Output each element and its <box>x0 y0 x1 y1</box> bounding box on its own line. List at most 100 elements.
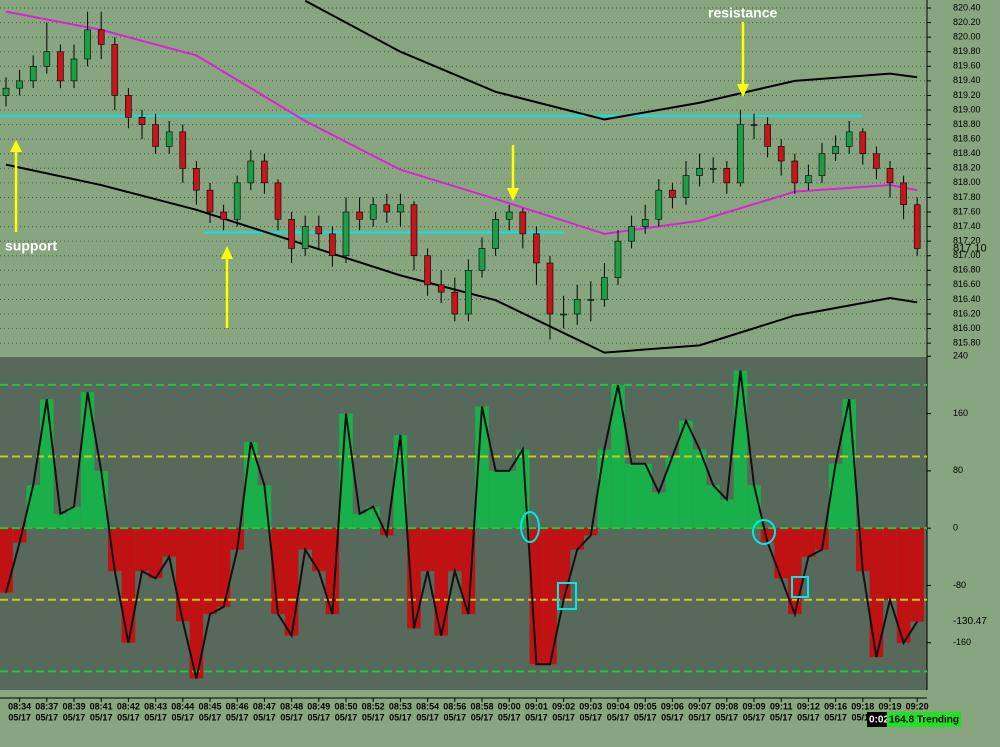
x-tick-label: 08:45 <box>198 701 221 711</box>
x-tick-date: 05/17 <box>824 712 847 722</box>
y-tick-label: 817.80 <box>953 192 981 202</box>
x-tick-date: 05/17 <box>552 712 575 722</box>
cci-bar <box>352 513 367 529</box>
x-tick-date: 05/17 <box>280 712 303 722</box>
cci-bar <box>624 463 639 529</box>
candle-body <box>655 189 663 220</box>
candle-body <box>247 160 255 184</box>
moving-average <box>304 0 918 121</box>
y-tick-label: 818.80 <box>953 119 981 129</box>
y-tick-label: -80 <box>953 580 966 590</box>
moving-average <box>5 10 918 235</box>
x-tick-date: 05/17 <box>498 712 521 722</box>
cci-bar <box>135 528 149 572</box>
candle-body <box>777 146 785 162</box>
x-tick-label: 09:00 <box>498 701 521 711</box>
candle-body <box>84 29 91 60</box>
cci-bar <box>94 470 108 529</box>
x-tick-date: 05/17 <box>416 712 439 722</box>
y-tick-label: 817.60 <box>953 206 981 216</box>
candle-body <box>737 124 744 184</box>
arrow-head <box>221 246 233 259</box>
candle-body <box>397 204 404 213</box>
x-tick-label: 09:01 <box>525 701 548 711</box>
cci-bar <box>298 528 312 550</box>
x-tick-label: 09:07 <box>688 701 711 711</box>
candle-body <box>29 66 37 82</box>
candle-body <box>410 204 418 257</box>
y-tick-label: 820.00 <box>953 32 981 42</box>
y-tick-label: 817.00 <box>953 250 981 260</box>
y-tick-label: 816.20 <box>953 308 981 318</box>
x-tick-date: 05/17 <box>226 712 249 722</box>
cci-bar <box>720 499 734 529</box>
x-tick-date: 05/17 <box>172 712 195 722</box>
y-tick-label: 818.20 <box>953 163 981 173</box>
x-tick-label: 08:37 <box>35 701 58 711</box>
candle-body <box>886 168 894 184</box>
candle-body <box>465 269 472 315</box>
candle-body <box>437 284 445 293</box>
x-tick-label: 09:06 <box>661 701 684 711</box>
cci-bar <box>448 528 462 572</box>
cci-bar <box>0 528 13 593</box>
x-tick-label: 09:12 <box>797 701 820 711</box>
cci-bar <box>121 528 136 643</box>
cci-bar <box>80 392 95 529</box>
cci-bar <box>407 528 421 629</box>
x-tick-date: 05/17 <box>199 712 222 722</box>
x-tick-label: 08:53 <box>389 701 412 711</box>
x-tick-label: 08:34 <box>8 701 31 711</box>
cci-bar <box>40 399 54 529</box>
x-tick-date: 05/17 <box>362 712 385 722</box>
candle-body <box>832 146 839 155</box>
candle-body <box>193 168 200 191</box>
cci-bar <box>475 406 489 529</box>
price-panel: 820.40 820.20 820.00 819.80 819.60 819.40 819.… <box>0 0 987 357</box>
cci-bar <box>176 528 190 622</box>
arrow-head <box>10 140 22 152</box>
x-tick-label: 08:41 <box>90 701 113 711</box>
cci-bar <box>148 528 163 579</box>
candle-body <box>791 160 799 184</box>
candle-body <box>16 80 23 89</box>
cci-bar <box>434 528 448 636</box>
candle-body <box>519 211 527 235</box>
y-tick-label: 819.80 <box>953 46 981 56</box>
x-tick-date: 05/17 <box>63 712 86 722</box>
y-tick-label: 819.40 <box>953 75 981 85</box>
y-tick-label: 819.00 <box>953 104 981 114</box>
y-tick-label: 816.60 <box>953 279 981 289</box>
cci-bar <box>529 528 544 665</box>
annotation: resistance <box>708 5 777 21</box>
candle-body <box>97 29 105 45</box>
candle-body <box>900 182 907 206</box>
y-tick-label: 820.40 <box>953 2 981 12</box>
y-tick-label: 80 <box>953 465 963 475</box>
x-tick-label: 09:19 <box>878 701 901 711</box>
y-tick-label: 816.80 <box>953 265 981 275</box>
x-tick-label: 09:04 <box>606 701 629 711</box>
cci-bar <box>420 528 435 572</box>
x-tick-label: 09:11 <box>770 701 793 711</box>
x-tick-date: 05/17 <box>471 712 494 722</box>
x-tick-label: 09:05 <box>634 701 657 711</box>
x-tick-label: 08:50 <box>334 701 357 711</box>
candle-body <box>913 204 921 249</box>
cci-bar <box>570 528 584 550</box>
x-tick-date: 05/17 <box>525 712 548 722</box>
highlight-circle <box>520 511 540 543</box>
cci-bar <box>883 528 897 600</box>
x-tick-label: 09:16 <box>824 701 847 711</box>
cci-bar <box>502 470 516 529</box>
annotation: support <box>5 238 57 254</box>
cci-bar <box>665 456 680 529</box>
x-tick-label: 09:02 <box>552 701 575 711</box>
candle-body <box>2 87 10 96</box>
candle-body <box>383 204 391 213</box>
y-tick-label: 818.00 <box>953 177 981 187</box>
candle-body <box>165 131 173 147</box>
cci-bar <box>312 528 326 572</box>
cci-bar <box>733 370 748 529</box>
